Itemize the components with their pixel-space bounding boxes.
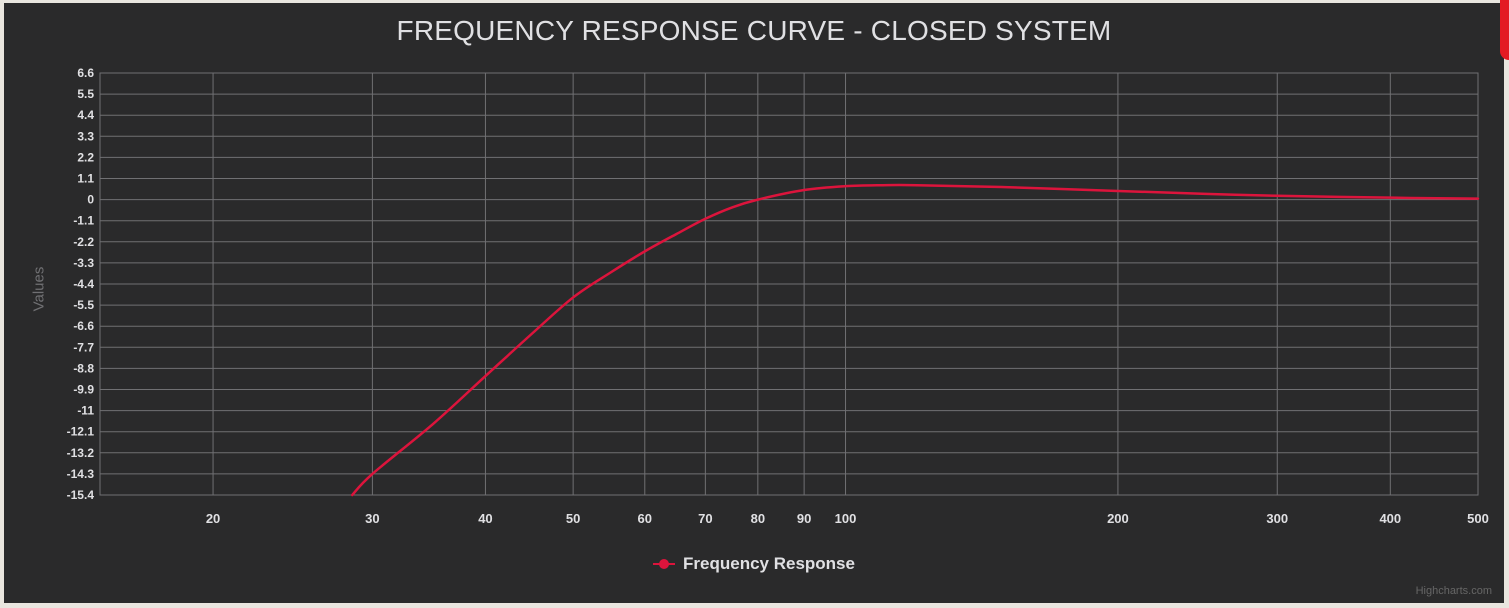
y-tick-label: -5.5	[73, 298, 94, 312]
chart-container: FREQUENCY RESPONSE CURVE - CLOSED SYSTEM…	[4, 3, 1504, 603]
y-tick-label: 3.3	[77, 129, 94, 143]
x-tick-label: 40	[478, 511, 492, 526]
y-tick-label: -6.6	[73, 319, 94, 333]
x-tick-label: 500	[1467, 511, 1489, 526]
legend: Frequency Response	[4, 554, 1504, 574]
x-tick-label: 50	[566, 511, 580, 526]
x-tick-label: 80	[751, 511, 765, 526]
x-tick-label: 20	[206, 511, 220, 526]
series-layer	[350, 183, 1480, 497]
grid-lines	[99, 72, 1479, 496]
x-tick-label: 200	[1107, 511, 1129, 526]
y-tick-label: 0	[87, 193, 94, 207]
x-tick-label: 300	[1266, 511, 1288, 526]
x-tick-label: 70	[698, 511, 712, 526]
y-tick-label: 1.1	[77, 172, 94, 186]
y-tick-label: -2.2	[73, 235, 94, 249]
x-axis-tick-labels: 20 30 40 50 60 70 80 90 100 200 300 400 500	[206, 511, 1489, 526]
y-tick-label: -13.2	[67, 446, 95, 460]
y-tick-label: 6.6	[77, 66, 94, 80]
y-tick-label: -12.1	[67, 425, 95, 439]
chart-title: FREQUENCY RESPONSE CURVE - CLOSED SYSTEM	[396, 15, 1112, 46]
chart-plot: 6.6 5.5 4.4 3.3 2.2 1.1 0 -1.1 -2.2 -3.3 -4.4 -5.5 -…	[67, 66, 1489, 526]
legend-item-frequency-response[interactable]: Frequency Response	[653, 554, 855, 574]
y-tick-label: 5.5	[77, 87, 94, 101]
y-tick-label: -3.3	[73, 256, 94, 270]
x-tick-label: 100	[835, 511, 857, 526]
y-tick-label: -9.9	[73, 383, 94, 397]
plot-border	[99, 72, 1479, 496]
y-tick-label: -15.4	[67, 488, 95, 502]
x-tick-label: 30	[365, 511, 379, 526]
x-tick-label: 60	[638, 511, 652, 526]
y-axis-tick-labels: 6.6 5.5 4.4 3.3 2.2 1.1 0 -1.1 -2.2 -3.3 -4.4 -5.5 -…	[67, 66, 95, 502]
credits-link[interactable]: Highcharts.com	[1415, 585, 1492, 597]
x-tick-label: 400	[1379, 511, 1401, 526]
legend-label: Frequency Response	[683, 554, 855, 573]
y-tick-label: -1.1	[73, 214, 94, 228]
y-tick-label: -8.8	[73, 361, 94, 375]
y-tick-label: -11	[77, 404, 94, 418]
y-tick-label: 2.2	[77, 150, 94, 164]
y-tick-label: -14.3	[67, 467, 95, 481]
series-line-frequency-response	[350, 183, 1480, 497]
legend-symbol-icon	[653, 559, 676, 569]
y-tick-label: 4.4	[77, 108, 94, 122]
x-tick-label: 90	[797, 511, 811, 526]
edge-decoration	[1500, 0, 1509, 60]
y-tick-label: -7.7	[73, 340, 94, 354]
y-tick-label: -4.4	[73, 277, 94, 291]
